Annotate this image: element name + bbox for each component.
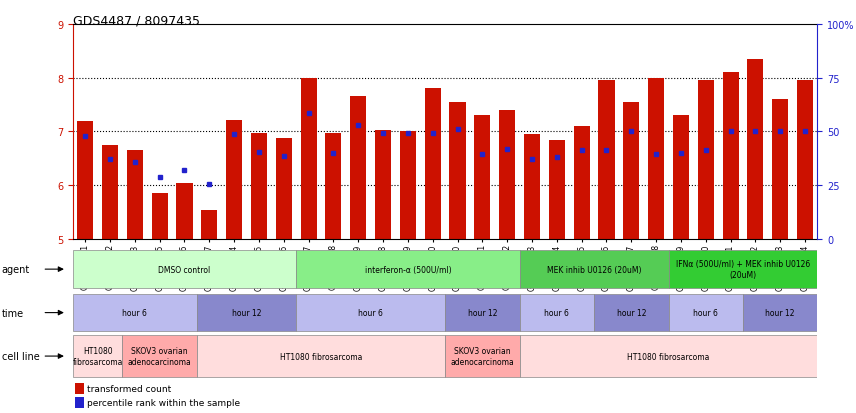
Bar bbox=[669, 294, 743, 332]
Text: hour 6: hour 6 bbox=[122, 309, 147, 317]
Bar bbox=[673, 116, 689, 240]
Text: HT1080 fibrosarcoma: HT1080 fibrosarcoma bbox=[280, 352, 362, 361]
Bar bbox=[520, 251, 669, 288]
Bar bbox=[73, 294, 197, 332]
Bar bbox=[520, 335, 817, 377]
Bar bbox=[722, 73, 739, 240]
Text: time: time bbox=[2, 308, 24, 318]
Bar bbox=[73, 335, 122, 377]
Bar bbox=[226, 120, 242, 240]
Bar bbox=[524, 135, 540, 240]
Text: IFNα (500U/ml) + MEK inhib U0126
(20uM): IFNα (500U/ml) + MEK inhib U0126 (20uM) bbox=[676, 260, 810, 279]
Bar bbox=[74, 397, 84, 408]
Bar bbox=[400, 132, 416, 240]
Bar bbox=[73, 251, 296, 288]
Text: hour 6: hour 6 bbox=[358, 309, 383, 317]
Bar bbox=[127, 151, 143, 240]
Text: SKOV3 ovarian
adenocarcinoma: SKOV3 ovarian adenocarcinoma bbox=[128, 347, 192, 366]
Bar bbox=[201, 210, 217, 240]
Text: hour 12: hour 12 bbox=[232, 309, 261, 317]
Bar bbox=[648, 78, 664, 240]
Text: HT1080 fibrosarcoma: HT1080 fibrosarcoma bbox=[627, 352, 710, 361]
Bar bbox=[549, 140, 565, 240]
Text: DMSO control: DMSO control bbox=[158, 265, 211, 274]
Bar bbox=[197, 335, 445, 377]
Bar bbox=[669, 251, 817, 288]
Bar bbox=[445, 294, 520, 332]
Bar bbox=[276, 139, 292, 240]
Bar bbox=[176, 183, 193, 240]
Text: GDS4487 / 8097435: GDS4487 / 8097435 bbox=[73, 14, 199, 27]
Bar bbox=[772, 100, 788, 240]
Text: hour 12: hour 12 bbox=[467, 309, 497, 317]
Text: agent: agent bbox=[2, 264, 30, 275]
Text: percentile rank within the sample: percentile rank within the sample bbox=[87, 398, 241, 407]
Bar bbox=[747, 60, 764, 240]
Bar bbox=[743, 294, 817, 332]
Text: HT1080
fibrosarcoma: HT1080 fibrosarcoma bbox=[73, 347, 122, 366]
Text: hour 6: hour 6 bbox=[693, 309, 718, 317]
Bar bbox=[425, 89, 441, 240]
Text: transformed count: transformed count bbox=[87, 384, 172, 393]
Bar bbox=[102, 146, 118, 240]
Bar bbox=[77, 121, 93, 240]
Bar bbox=[474, 116, 490, 240]
Bar bbox=[375, 131, 391, 240]
Bar bbox=[296, 251, 520, 288]
Bar bbox=[325, 133, 342, 240]
Bar bbox=[698, 81, 714, 240]
Bar bbox=[598, 81, 615, 240]
Bar bbox=[296, 294, 445, 332]
Bar bbox=[197, 294, 296, 332]
Text: SKOV3 ovarian
adenocarcinoma: SKOV3 ovarian adenocarcinoma bbox=[450, 347, 514, 366]
Bar bbox=[574, 127, 590, 240]
Bar bbox=[251, 134, 267, 240]
Text: cell line: cell line bbox=[2, 351, 39, 361]
Bar bbox=[499, 111, 515, 240]
Text: hour 12: hour 12 bbox=[616, 309, 646, 317]
Bar bbox=[449, 103, 466, 240]
Bar bbox=[300, 78, 317, 240]
Text: hour 6: hour 6 bbox=[544, 309, 569, 317]
Bar bbox=[445, 335, 520, 377]
Bar bbox=[350, 97, 366, 240]
Bar bbox=[122, 335, 197, 377]
Text: hour 12: hour 12 bbox=[765, 309, 795, 317]
Bar bbox=[152, 194, 168, 240]
Text: interferon-α (500U/ml): interferon-α (500U/ml) bbox=[365, 265, 451, 274]
Bar bbox=[520, 294, 594, 332]
Text: MEK inhib U0126 (20uM): MEK inhib U0126 (20uM) bbox=[547, 265, 641, 274]
Bar bbox=[623, 103, 639, 240]
Bar bbox=[74, 383, 84, 394]
Bar bbox=[594, 294, 669, 332]
Bar bbox=[797, 81, 813, 240]
